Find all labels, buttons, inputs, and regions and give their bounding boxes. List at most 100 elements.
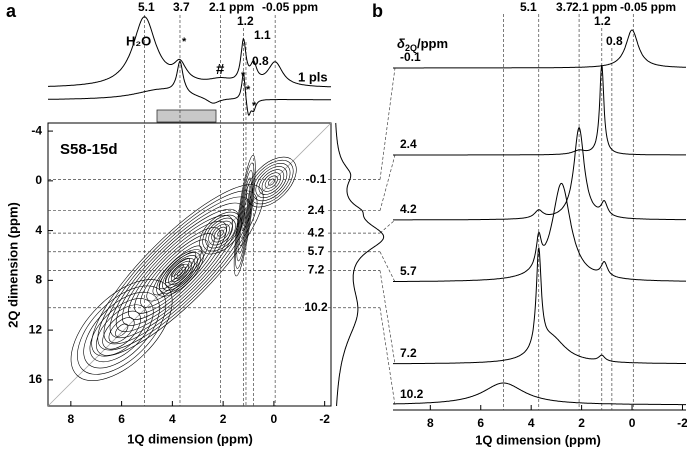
contour-line [77, 285, 167, 375]
contour-line [252, 163, 291, 202]
contour-line [176, 269, 184, 277]
sample-label: S58-15d [60, 141, 118, 158]
y-tick-label: 12 [29, 322, 43, 336]
peak-label: 1.2 [237, 14, 254, 28]
contour-line [159, 252, 201, 294]
contour-line [158, 251, 197, 290]
x-tick-label: 8 [427, 416, 434, 430]
legend-unit: /ppm [417, 36, 448, 51]
annotation: * [241, 70, 246, 82]
contour-line [255, 166, 288, 198]
contour-line [214, 226, 227, 240]
connector [379, 251, 396, 283]
contour-line [115, 208, 240, 332]
contour-line [258, 169, 285, 195]
peak-label: 2.1 ppm [572, 0, 617, 14]
peak-label: 3.7 [556, 0, 573, 14]
row-label: 7.2 [308, 263, 325, 277]
slice-label: 10.2 [400, 387, 424, 401]
contour-line [237, 177, 252, 254]
slice [393, 29, 686, 69]
connector [379, 270, 396, 365]
contour-line [249, 159, 294, 205]
plot-frame [47, 122, 332, 407]
diagonal [47, 122, 332, 407]
y-tick-label: 4 [35, 223, 42, 237]
x-tick-label: 8 [67, 412, 74, 426]
peak-label: 0.8 [606, 34, 623, 48]
x-tick-label: 4 [169, 412, 176, 426]
contour-line [70, 279, 173, 381]
x-tick-label: 0 [271, 412, 278, 426]
row-label: 4.2 [308, 225, 325, 239]
contour-line [152, 245, 203, 296]
contour-line [121, 214, 233, 326]
row-label: 2.4 [308, 203, 325, 217]
contour-line [164, 257, 190, 283]
label-bg [304, 263, 328, 278]
contour-line [97, 190, 258, 351]
label-bg [304, 244, 328, 259]
x-axis-label: 1Q dimension (ppm) [475, 432, 601, 447]
slice [393, 182, 687, 282]
legend-title: δ2Q/ppm [397, 36, 448, 53]
contour-line [208, 220, 233, 246]
peak-label: 3.7 [173, 0, 190, 14]
y-tick-label: -4 [31, 123, 42, 137]
slice [393, 247, 686, 365]
x-tick-label: 2 [220, 412, 227, 426]
peak-label: 1.1 [254, 28, 271, 42]
legend-sub: 2Q [405, 43, 417, 53]
spectrum [48, 61, 331, 117]
x-tick-label: 4 [528, 416, 535, 430]
slice [393, 382, 686, 406]
contour-line [91, 184, 264, 357]
annotation: # [216, 61, 225, 78]
contour-line [217, 229, 224, 237]
contour-line [108, 317, 135, 344]
contour-line [146, 239, 209, 302]
panel-label: b [372, 1, 383, 21]
contour-line [264, 175, 278, 189]
contour-line [83, 291, 160, 369]
contour-line [114, 323, 129, 337]
contour-line [102, 310, 141, 350]
slice-label: 4.2 [400, 202, 417, 216]
row-label: 10.2 [304, 300, 328, 314]
panel-label: a [6, 1, 17, 21]
connector [379, 219, 396, 234]
contour-line [239, 185, 251, 247]
peak-label: 0.8 [252, 54, 269, 68]
contour-line [168, 260, 192, 285]
contour-line [235, 162, 255, 269]
projection [335, 122, 385, 406]
contour-line [236, 170, 253, 262]
x-tick-label: 2 [578, 416, 585, 430]
row-label: 5.7 [308, 244, 325, 258]
contour-line [162, 255, 198, 291]
connector [379, 67, 396, 180]
region-box [156, 109, 217, 123]
x-tick-label: 6 [477, 416, 484, 430]
y-tick-label: 8 [35, 273, 42, 287]
label-bg [304, 172, 328, 187]
annotation: * [252, 100, 257, 112]
y-tick-label: 0 [35, 173, 42, 187]
contour-line [240, 192, 249, 239]
x-tick-label: -2 [677, 416, 687, 430]
connector [379, 307, 396, 406]
contour-line [103, 196, 252, 345]
trace-name: 1 pls [298, 69, 328, 84]
annotation: * [182, 36, 187, 48]
label-bg [304, 203, 328, 218]
label-bg [304, 300, 328, 315]
contour-line [140, 233, 215, 308]
contour-line [171, 263, 184, 277]
legend-symbol: δ [397, 36, 405, 51]
contour-line [246, 156, 297, 208]
annotation: * [246, 84, 251, 96]
peak-label: 1.2 [594, 14, 611, 28]
y-tick-label: 16 [29, 372, 43, 386]
spectrum [48, 16, 332, 88]
slice-label: 5.7 [400, 264, 417, 278]
